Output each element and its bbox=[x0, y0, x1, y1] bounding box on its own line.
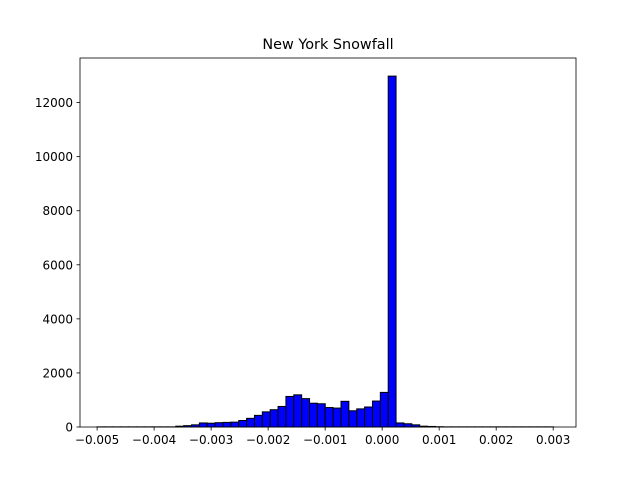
x-tick-label: −0.002 bbox=[246, 433, 290, 447]
histogram-bar bbox=[340, 400, 350, 428]
histogram-bar bbox=[371, 400, 381, 428]
histogram-bar bbox=[269, 409, 279, 428]
histogram-bar bbox=[293, 394, 303, 428]
bars-group bbox=[96, 75, 554, 428]
histogram-bar bbox=[277, 405, 287, 428]
histogram-bar bbox=[198, 422, 208, 428]
histogram-bar bbox=[379, 391, 389, 428]
histogram-bar bbox=[238, 420, 248, 428]
histogram-bar bbox=[285, 395, 295, 428]
histogram-bar bbox=[348, 410, 358, 428]
histogram-bar bbox=[387, 75, 397, 428]
histogram-bar bbox=[261, 411, 271, 428]
histogram-bar bbox=[206, 422, 216, 428]
y-tick-label: 8000 bbox=[42, 204, 73, 218]
histogram-bar bbox=[332, 407, 342, 428]
histogram-bar bbox=[324, 407, 334, 428]
histogram-bar bbox=[395, 422, 405, 428]
x-tick-label: 0.000 bbox=[365, 433, 399, 447]
x-axis-ticks: −0.005 −0.004 −0.003 −0.002 −0.001 0.000 0.001… bbox=[75, 427, 570, 447]
plot-frame bbox=[79, 57, 577, 428]
histogram-bar bbox=[230, 421, 240, 428]
histogram-bar bbox=[222, 421, 232, 428]
y-tick-label: 12000 bbox=[35, 96, 73, 110]
y-tick-label: 4000 bbox=[42, 312, 73, 326]
x-tick-label: −0.003 bbox=[189, 433, 233, 447]
x-tick-label: 0.001 bbox=[422, 433, 456, 447]
chart-title: New York Snowfall bbox=[262, 37, 393, 53]
y-tick-label: 10000 bbox=[35, 150, 73, 164]
x-tick-label: −0.004 bbox=[132, 433, 176, 447]
histogram-bar bbox=[356, 408, 366, 428]
y-tick-label: 2000 bbox=[42, 366, 73, 380]
histogram-bar bbox=[214, 422, 224, 428]
histogram-bar bbox=[309, 402, 318, 428]
y-axis-ticks: 0 2000 4000 6000 8000 10000 12000 bbox=[35, 96, 80, 435]
histogram-bar bbox=[253, 414, 263, 428]
x-tick-label: −0.005 bbox=[75, 433, 119, 447]
histogram-bar bbox=[316, 403, 326, 428]
histogram-bar bbox=[364, 406, 373, 428]
x-tick-label: 0.003 bbox=[536, 433, 570, 447]
histogram-bar bbox=[301, 398, 311, 428]
histogram-bar bbox=[403, 423, 413, 428]
y-tick-label: 0 bbox=[65, 421, 73, 435]
x-tick-label: −0.001 bbox=[303, 433, 347, 447]
x-tick-label: 0.002 bbox=[479, 433, 513, 447]
histogram-bar bbox=[246, 417, 255, 428]
y-tick-label: 6000 bbox=[42, 258, 73, 272]
